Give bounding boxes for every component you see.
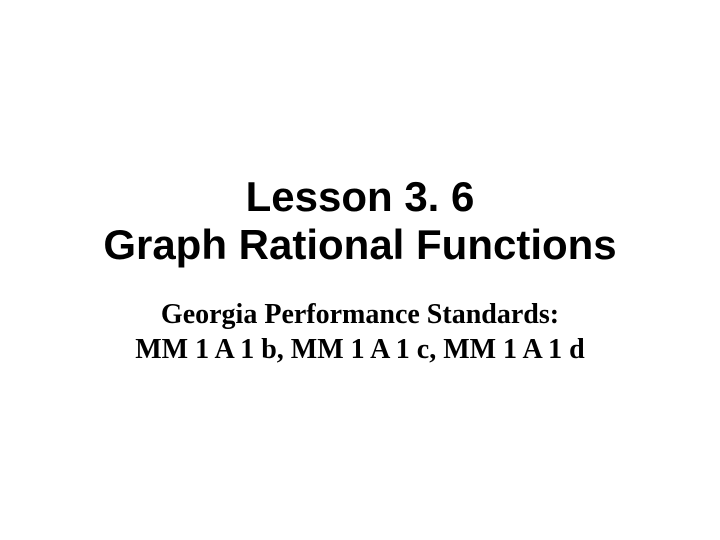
- slide-subtitle: Georgia Performance Standards: MM 1 A 1 …: [103, 297, 616, 367]
- subtitle-line-2: MM 1 A 1 b, MM 1 A 1 c, MM 1 A 1 d: [103, 332, 616, 367]
- slide-title: Lesson 3. 6 Graph Rational Functions: [103, 173, 616, 270]
- title-line-1: Lesson 3. 6: [103, 173, 616, 221]
- title-line-2: Graph Rational Functions: [103, 221, 616, 269]
- subtitle-line-1: Georgia Performance Standards:: [103, 297, 616, 332]
- slide-content: Lesson 3. 6 Graph Rational Functions Geo…: [63, 173, 656, 368]
